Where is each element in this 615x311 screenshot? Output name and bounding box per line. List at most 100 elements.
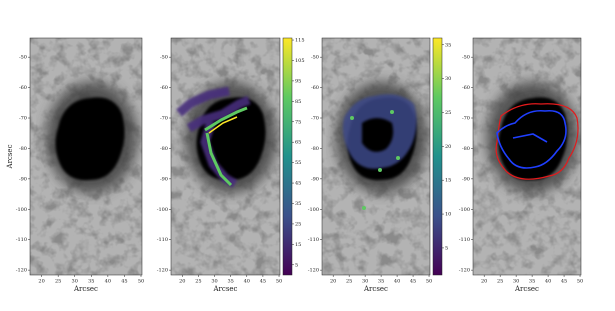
y-tick-label: -120 — [16, 268, 27, 274]
y-tick-label: -70 — [19, 116, 27, 122]
overlay — [362, 206, 366, 210]
y-tick-label: -120 — [459, 268, 470, 274]
y-tick-label: -110 — [308, 237, 319, 243]
x-axis-label: Arcsec — [213, 285, 238, 293]
colorbar-tick-label: 75 — [295, 119, 301, 125]
colorbar-tick-label: 10 — [445, 212, 451, 218]
x-tick-label: 35 — [88, 279, 94, 285]
x-tick-label: 40 — [244, 279, 250, 285]
x-tick-label: 30 — [513, 279, 519, 285]
x-tick-label: 50 — [276, 279, 282, 285]
colorbar-tick-label: 15 — [295, 242, 301, 248]
colorbar-tick-label: 45 — [295, 181, 301, 187]
x-tick-label: 20 — [481, 279, 487, 285]
y-tick-label: -70 — [311, 116, 319, 122]
colorbar — [432, 37, 443, 276]
x-tick-label: 20 — [38, 279, 44, 285]
overlay — [204, 106, 248, 187]
colorbar-tick-label: 25 — [295, 221, 301, 227]
y-tick-label: -50 — [160, 55, 168, 61]
y-tick-label: -120 — [157, 268, 168, 274]
y-tick-label: -90 — [462, 176, 470, 182]
x-tick-label: 20 — [179, 279, 185, 285]
x-tick-label: 50 — [138, 279, 144, 285]
colorbar-tick-label: 30 — [445, 76, 451, 82]
y-tick-label: -90 — [160, 176, 168, 182]
panel: 20 25 30 35 40 45 50 -50 -60 -70 -80 -90 -100 -110 -12… — [308, 37, 451, 293]
y-tick-label: -80 — [462, 146, 470, 152]
y-tick-label: -120 — [308, 268, 319, 274]
x-tick-label: 45 — [121, 279, 127, 285]
x-tick-label: 50 — [426, 279, 432, 285]
colorbar-tick-label: 55 — [295, 160, 301, 166]
colorbar-tick-label: 105 — [295, 58, 305, 64]
image — [473, 38, 581, 275]
y-tick-label: -70 — [462, 116, 470, 122]
y-tick-label: -80 — [311, 146, 319, 152]
y-tick-label: -100 — [459, 207, 470, 213]
y-tick-label: -70 — [160, 116, 168, 122]
overlay — [396, 156, 400, 160]
colorbar-tick-label: 15 — [445, 178, 451, 184]
overlay — [496, 109, 567, 169]
overlay — [495, 103, 579, 180]
overlay — [208, 116, 238, 134]
image — [322, 38, 430, 275]
y-tick-label: -110 — [157, 237, 168, 243]
y-tick-label: -60 — [311, 85, 319, 91]
frame — [170, 37, 281, 276]
x-tick-label: 35 — [227, 279, 233, 285]
x-tick-label: 20 — [330, 279, 336, 285]
x-tick-label: 25 — [497, 279, 503, 285]
x-axis-label: Arcsec — [363, 285, 388, 293]
y-tick-label: -50 — [311, 55, 319, 61]
x-tick-label: 35 — [529, 279, 535, 285]
x-tick-label: 40 — [105, 279, 111, 285]
colorbar-tick-label: 25 — [445, 110, 451, 116]
colorbar-tick-label: 115 — [295, 38, 305, 44]
x-tick-label: 45 — [561, 279, 567, 285]
panel: 20 25 30 35 40 45 50 -50 -60 -70 -80 -90 -100 -110 -12… — [459, 37, 583, 293]
x-tick-label: 30 — [72, 279, 78, 285]
colorbar-tick-label: 85 — [295, 99, 301, 105]
y-tick-label: -80 — [19, 146, 27, 152]
umbra — [55, 97, 125, 181]
overlay — [350, 116, 354, 120]
colorbar-tick-label: 35 — [295, 201, 301, 207]
x-tick-label: 40 — [394, 279, 400, 285]
x-tick-label: 25 — [55, 279, 61, 285]
x-tick-label: 35 — [378, 279, 384, 285]
x-tick-label: 40 — [545, 279, 551, 285]
x-tick-label: 25 — [346, 279, 352, 285]
y-axis-label: Arcsec — [6, 144, 14, 169]
y-tick-label: -100 — [308, 207, 319, 213]
y-tick-label: -100 — [16, 207, 27, 213]
x-tick-label: 45 — [260, 279, 266, 285]
x-axis-label: Arcsec — [514, 285, 539, 293]
y-tick-label: -50 — [462, 55, 470, 61]
overlay — [378, 168, 382, 172]
colorbar-tick-label: 35 — [445, 42, 451, 48]
y-tick-label: -50 — [19, 55, 27, 61]
colorbar-tick-label: 5 — [295, 262, 298, 268]
x-axis-label: Arcsec — [73, 285, 98, 293]
x-tick-label: 45 — [410, 279, 416, 285]
image — [30, 38, 142, 275]
frame — [472, 37, 582, 276]
colorbar-tick-label: 95 — [295, 78, 301, 84]
overlay — [390, 110, 394, 114]
y-tick-label: -100 — [157, 207, 168, 213]
y-tick-label: -80 — [160, 146, 168, 152]
colorbar-tick-label: 65 — [295, 140, 301, 146]
y-tick-label: -60 — [462, 85, 470, 91]
x-tick-label: 25 — [195, 279, 201, 285]
y-tick-label: -110 — [459, 237, 470, 243]
colorbar-tick-label: 5 — [445, 245, 448, 251]
colorbar-tick-label: 20 — [445, 144, 451, 150]
x-tick-label: 50 — [577, 279, 583, 285]
y-tick-label: -60 — [160, 85, 168, 91]
y-tick-label: -90 — [19, 176, 27, 182]
x-tick-label: 30 — [362, 279, 368, 285]
overlay — [342, 94, 417, 169]
